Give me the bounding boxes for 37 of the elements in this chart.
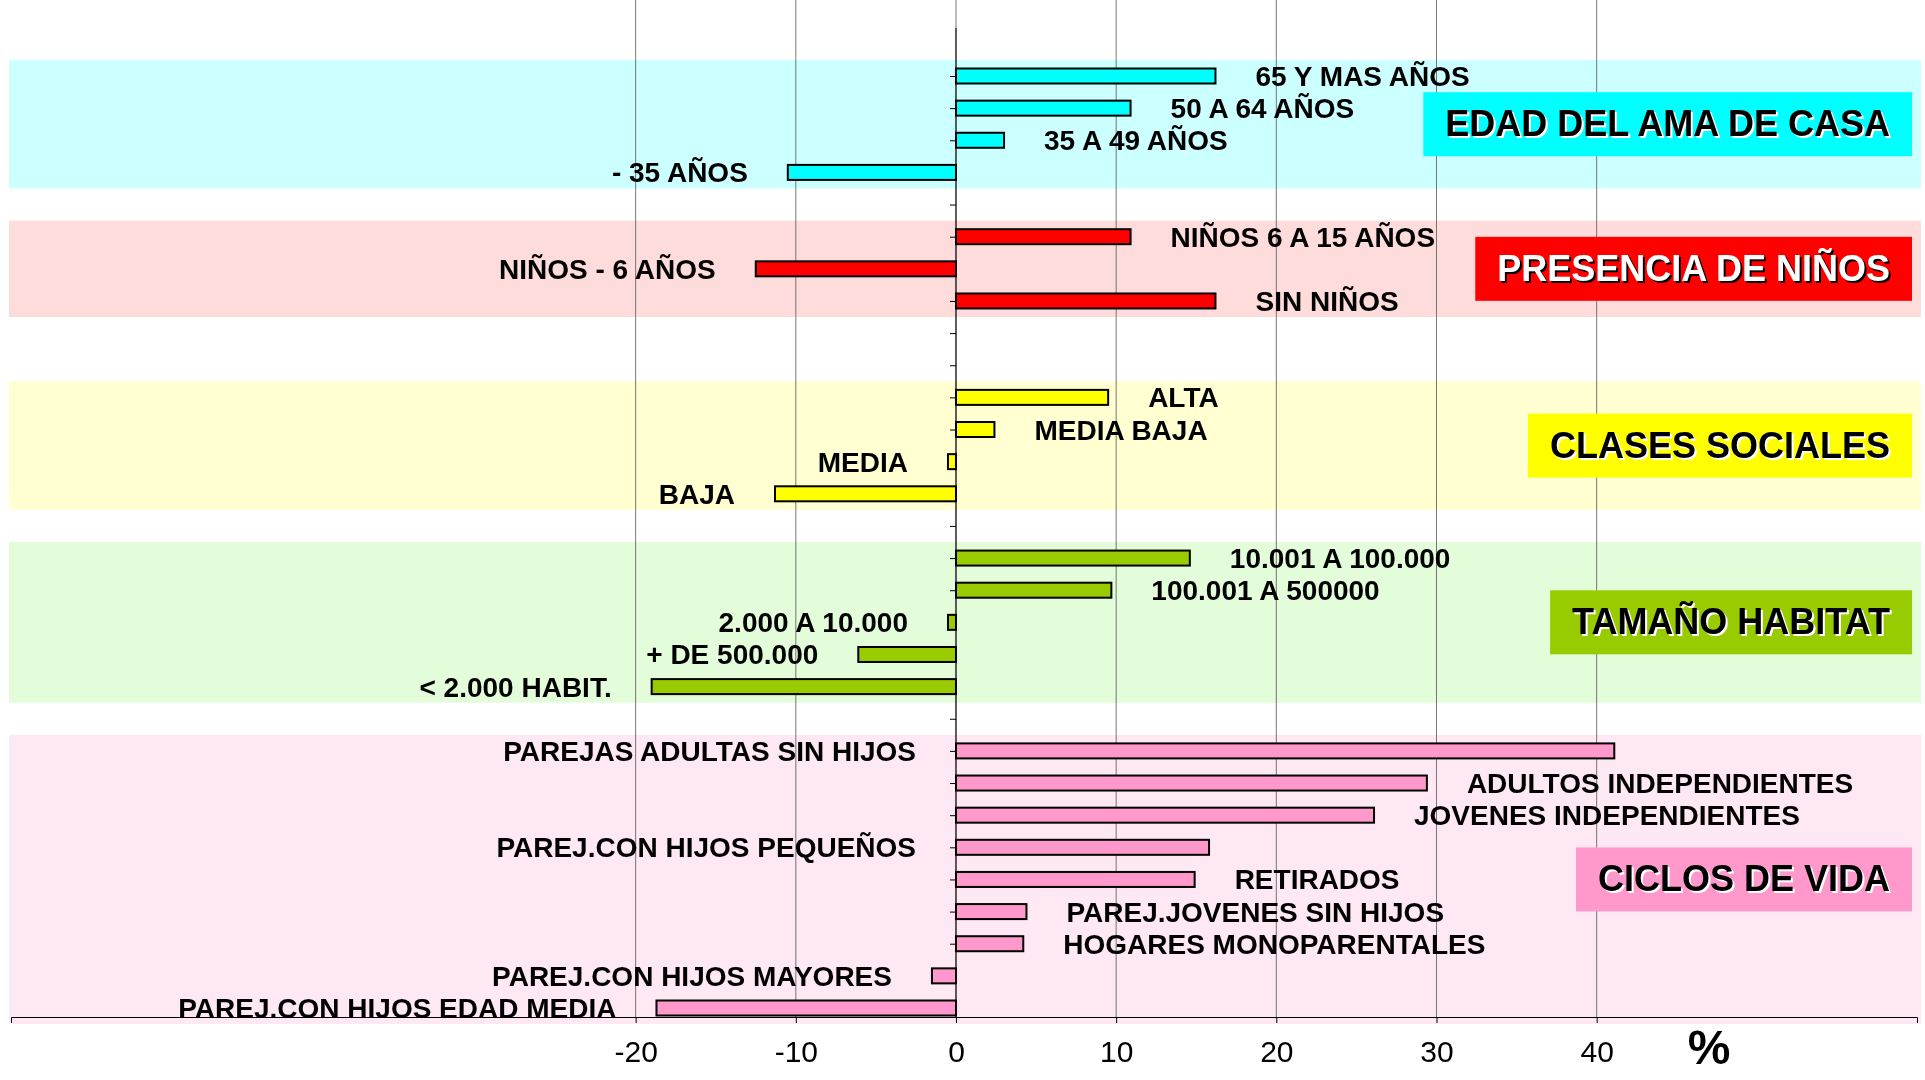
x-tick-label: 0	[948, 1035, 965, 1068]
y-tick-label: PAREJ.CON HIJOS MAYORES	[492, 960, 892, 992]
y-tick-label: - 35 AÑOS	[611, 157, 748, 189]
y-tick-label: JOVENES INDEPENDIENTES	[1414, 800, 1800, 832]
y-tick-label: 65 Y MAS AÑOS	[1255, 61, 1470, 92]
y-tick-label: PAREJ.JOVENES SIN HIJOS	[1066, 896, 1445, 928]
x-tick-label: -20	[614, 1035, 658, 1068]
y-tick-label: < 2.000 HABIT.	[419, 671, 612, 703]
y-tick-label: PAREJ.CON HIJOS PEQUEÑOS	[496, 832, 916, 864]
x-tick-label: 30	[1420, 1035, 1454, 1068]
text: CLASES SOCIALES	[1549, 424, 1890, 466]
x-tick-label: 40	[1580, 1035, 1614, 1068]
text: TAMAÑO HABITAT	[1572, 600, 1891, 643]
y-tick-label: 35 A 49 AÑOS	[1044, 125, 1228, 157]
y-tick-label: MEDIA	[817, 446, 908, 478]
y-tick-label: HOGARES MONOPARENTALES	[1063, 928, 1486, 960]
y-tick-label: 100.001 A 500000	[1151, 575, 1380, 607]
y-tick-label: MEDIA BAJA	[1034, 414, 1208, 446]
y-tick-label: NIÑOS 6 A 15 AÑOS	[1170, 221, 1436, 253]
text: CICLOS DE VIDA	[1597, 858, 1890, 900]
y-tick-label: 50 A 64 AÑOS	[1170, 93, 1355, 125]
text: PRESENCIA DE NIÑOS	[1497, 246, 1890, 289]
y-tick-label: + DE 500.000	[646, 639, 819, 671]
y-tick-label: PAREJAS ADULTAS SIN HIJOS	[503, 735, 916, 767]
y-tick-label: 2.000 A 10.000	[718, 607, 908, 639]
y-tick-label: BAJA	[658, 478, 735, 510]
x-tick-label: 20	[1260, 1035, 1294, 1068]
y-tick-label: SIN NIÑOS	[1255, 285, 1399, 317]
y-tick-label: RETIRADOS	[1234, 864, 1400, 896]
text: EDAD DEL AMA DE CASA	[1445, 103, 1890, 145]
y-tick-label: ALTA	[1148, 382, 1219, 414]
y-tick-label: NIÑOS - 6 AÑOS	[499, 253, 716, 285]
x-tick-label: -10	[774, 1035, 818, 1068]
x-axis-title: %	[1687, 1021, 1731, 1074]
x-tick-label: 10	[1099, 1035, 1134, 1068]
y-tick-label: ADULTOS INDEPENDIENTES	[1466, 768, 1854, 800]
y-tick-label: 10.001 A 100.000	[1229, 543, 1451, 575]
